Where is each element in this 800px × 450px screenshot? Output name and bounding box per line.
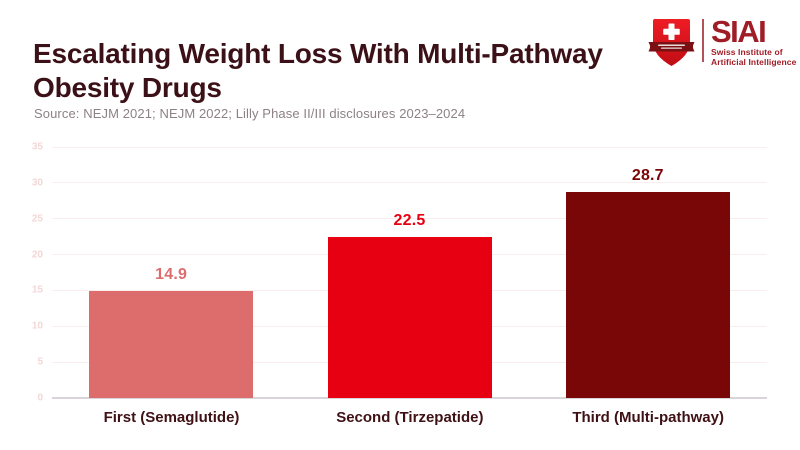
page-title: Escalating Weight Loss With Multi-Pathwa… [33,37,603,103]
x-category-label: First (Semaglutide) [103,409,240,426]
y-tick-label: 35 [31,141,43,153]
bar-value-label: 28.7 [631,167,664,185]
bar-3 [565,192,730,398]
siai-logo: SIAI Swiss Institute of Artificial Intel… [648,16,796,68]
source-note: Source: NEJM 2021; NEJM 2022; Lilly Phas… [34,106,466,121]
logo-subtitle-line1: Swiss Institute of [711,47,783,57]
y-tick-label: 5 [37,356,43,368]
bar-value-label: 14.9 [155,266,188,284]
y-tick-label: 30 [31,177,43,189]
logo-divider [702,19,704,62]
y-tick-label: 10 [31,320,43,332]
gridline [52,218,767,220]
bar-chart: 0 5 10 15 20 25 30 35 14.9 First (Semaglutide) 22.… [32,142,767,426]
y-tick-label: 15 [31,284,43,296]
logo-subtitle-line2: Artificial Intelligence [711,57,797,67]
y-tick-label: 25 [31,213,43,225]
logo-acronym: SIAI [711,14,767,49]
logo-text: SIAI Swiss Institute of Artificial Intel… [711,14,797,67]
bar-value-label: 22.5 [393,211,426,229]
x-category-label: Third (Multi-pathway) [572,409,724,426]
gridline [52,146,767,148]
swiss-shield-icon [648,19,695,66]
x-category-label: Second (Tirzepatide) [336,409,484,426]
bar-2 [327,236,492,398]
bar-1 [89,291,254,398]
y-tick-label: 0 [37,392,43,404]
gridline [52,182,767,184]
y-tick-label: 20 [31,249,43,261]
